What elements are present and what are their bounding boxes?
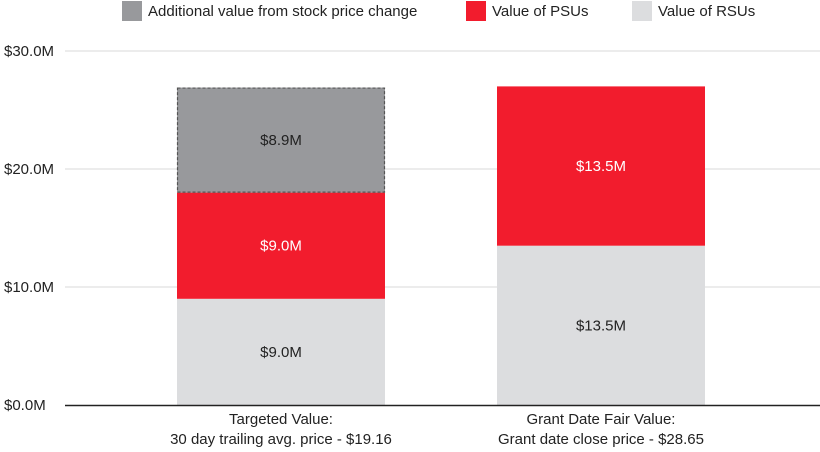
bar-segment-1-0: [497, 245, 705, 405]
data-label-0-0: $9.0M: [260, 344, 302, 361]
x-category-label-1-line1: Grant Date Fair Value:: [527, 411, 676, 428]
legend-label-additional-value: Additional value from stock price change: [148, 2, 418, 20]
bar-segment-1-1: [497, 86, 705, 246]
y-tick-label-0: $0.0M: [4, 397, 46, 414]
y-tick-label-1: $10.0M: [4, 279, 54, 296]
data-label-0-2: $8.9M: [260, 132, 302, 149]
legend-swatch-rsus: [632, 1, 652, 21]
legend: Additional value from stock price change…: [0, 0, 820, 22]
data-label-0-1: $9.0M: [260, 238, 302, 255]
data-label-1-0: $13.5M: [576, 317, 626, 334]
bar-segment-0-0: [177, 298, 385, 405]
data-label-1-1: $13.5M: [576, 158, 626, 175]
x-category-label-0-line1: Targeted Value:: [229, 411, 333, 428]
bar-segment-0-2: [177, 87, 385, 193]
legend-label-rsus: Value of RSUs: [658, 2, 756, 20]
bar-segment-0-1: [177, 192, 385, 299]
x-category-label-0-line2: 30 day trailing avg. price - $19.16: [170, 431, 392, 448]
x-category-label-1-line2: Grant date close price - $28.65: [498, 431, 704, 448]
y-tick-label-3: $30.0M: [4, 43, 54, 60]
bar-segment-outline-0-2: [176, 87, 386, 193]
y-tick-label-2: $20.0M: [4, 161, 54, 178]
legend-swatch-psus: [466, 1, 486, 21]
legend-swatch-additional-value: [122, 1, 142, 21]
legend-item-additional-value: Additional value from stock price change: [122, 1, 417, 21]
legend-label-psus: Value of PSUs: [492, 2, 589, 20]
legend-item-psus: Value of PSUs: [466, 1, 588, 21]
legend-item-rsus: Value of RSUs: [632, 1, 755, 21]
